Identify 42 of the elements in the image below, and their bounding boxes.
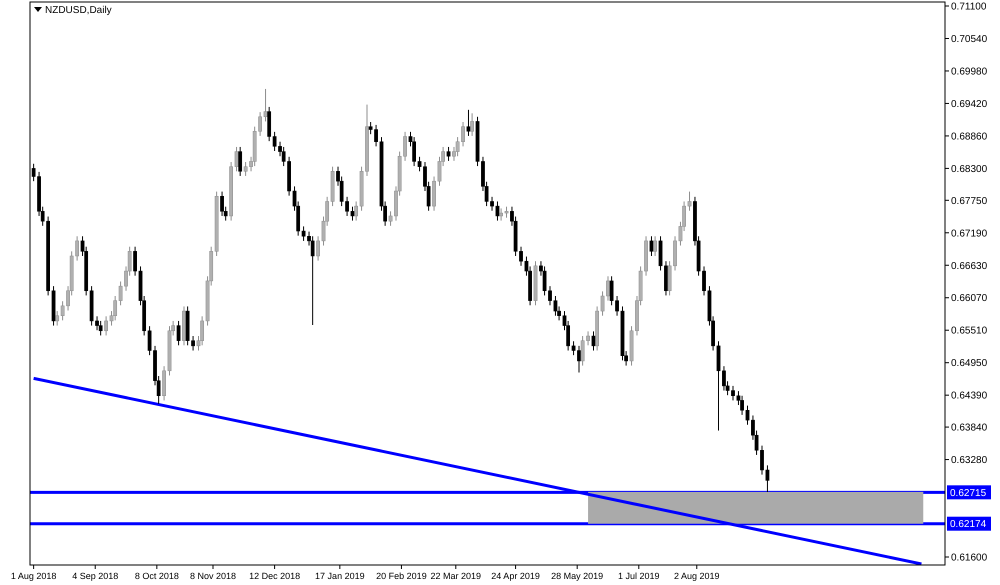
candlestick	[470, 112, 474, 136]
y-tick-label: 0.67190	[951, 228, 988, 240]
candlestick	[466, 109, 470, 136]
candlestick	[650, 236, 654, 256]
x-tick-label: 24 Apr 2019	[491, 571, 540, 581]
y-tick-label: 0.61600	[951, 552, 988, 564]
candlestick	[98, 320, 103, 336]
candlestick	[653, 236, 657, 256]
x-tick-label: 12 Dec 2018	[249, 571, 300, 581]
candlestick	[592, 330, 596, 352]
x-tick-label: 8 Nov 2018	[190, 571, 236, 581]
candlestick	[446, 146, 450, 162]
candlestick	[310, 236, 315, 326]
x-tick-label: 8 Oct 2018	[134, 571, 179, 581]
y-tick-label: 0.71100	[951, 2, 987, 12]
ref-line-label: 0.62174	[950, 519, 987, 530]
chart-title: NZDUSD,Daily	[45, 5, 112, 16]
y-tick-label: 0.63280	[951, 455, 988, 466]
x-tick-label: 1 Jul 2019	[618, 571, 660, 581]
x-tick-label: 28 May 2019	[551, 571, 604, 581]
y-tick-label: 0.69980	[951, 66, 988, 78]
ref-line-label: 0.62715	[950, 488, 987, 499]
y-tick-label: 0.63840	[951, 422, 988, 434]
candlestick	[176, 320, 180, 346]
y-tick-label: 0.66630	[951, 260, 988, 272]
x-tick-label: 2 Aug 2019	[674, 571, 720, 581]
x-tick-label: 17 Jan 2019	[315, 571, 365, 581]
y-tick-label: 0.68860	[951, 131, 988, 142]
y-tick-label: 0.65510	[951, 326, 988, 337]
y-tick-label: 0.70540	[951, 34, 988, 45]
y-tick-label: 0.64390	[951, 390, 988, 402]
y-tick-label: 0.69420	[951, 98, 988, 110]
x-tick-label: 1 Aug 2018	[10, 571, 56, 581]
x-tick-label: 4 Sep 2018	[72, 571, 118, 581]
candlestick	[238, 146, 242, 176]
y-tick-label: 0.67750	[951, 196, 988, 207]
y-tick-label: 0.68300	[951, 164, 988, 175]
y-tick-label: 0.66070	[951, 293, 988, 304]
candlestick	[220, 191, 224, 216]
x-tick-label: 20 Feb 2019	[376, 571, 427, 581]
x-tick-label: 22 Mar 2019	[430, 571, 482, 581]
y-tick-label: 0.64950	[951, 358, 988, 370]
